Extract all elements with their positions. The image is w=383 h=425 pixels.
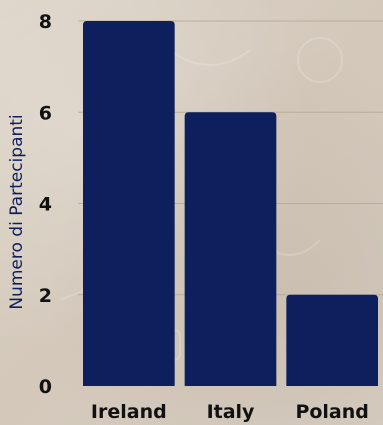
x-category-labels: Ireland Italy Poland bbox=[91, 401, 369, 423]
x-category-label: Ireland bbox=[91, 401, 167, 423]
bar-italy bbox=[184, 112, 277, 386]
x-category-label: Poland bbox=[295, 401, 368, 423]
y-axis-title: Numero di Partecipanti bbox=[7, 114, 27, 309]
y-tick-labels: 0 2 4 6 8 bbox=[39, 11, 52, 398]
bar-ireland bbox=[83, 21, 175, 386]
y-tick-label: 6 bbox=[39, 102, 52, 124]
y-tick-label: 8 bbox=[39, 11, 52, 33]
y-tick-label: 4 bbox=[39, 194, 52, 216]
bars bbox=[83, 21, 378, 386]
x-category-label: Italy bbox=[207, 401, 255, 423]
y-tick-label: 2 bbox=[39, 285, 52, 307]
bar-poland bbox=[286, 294, 378, 386]
y-tick-label: 0 bbox=[39, 376, 52, 398]
